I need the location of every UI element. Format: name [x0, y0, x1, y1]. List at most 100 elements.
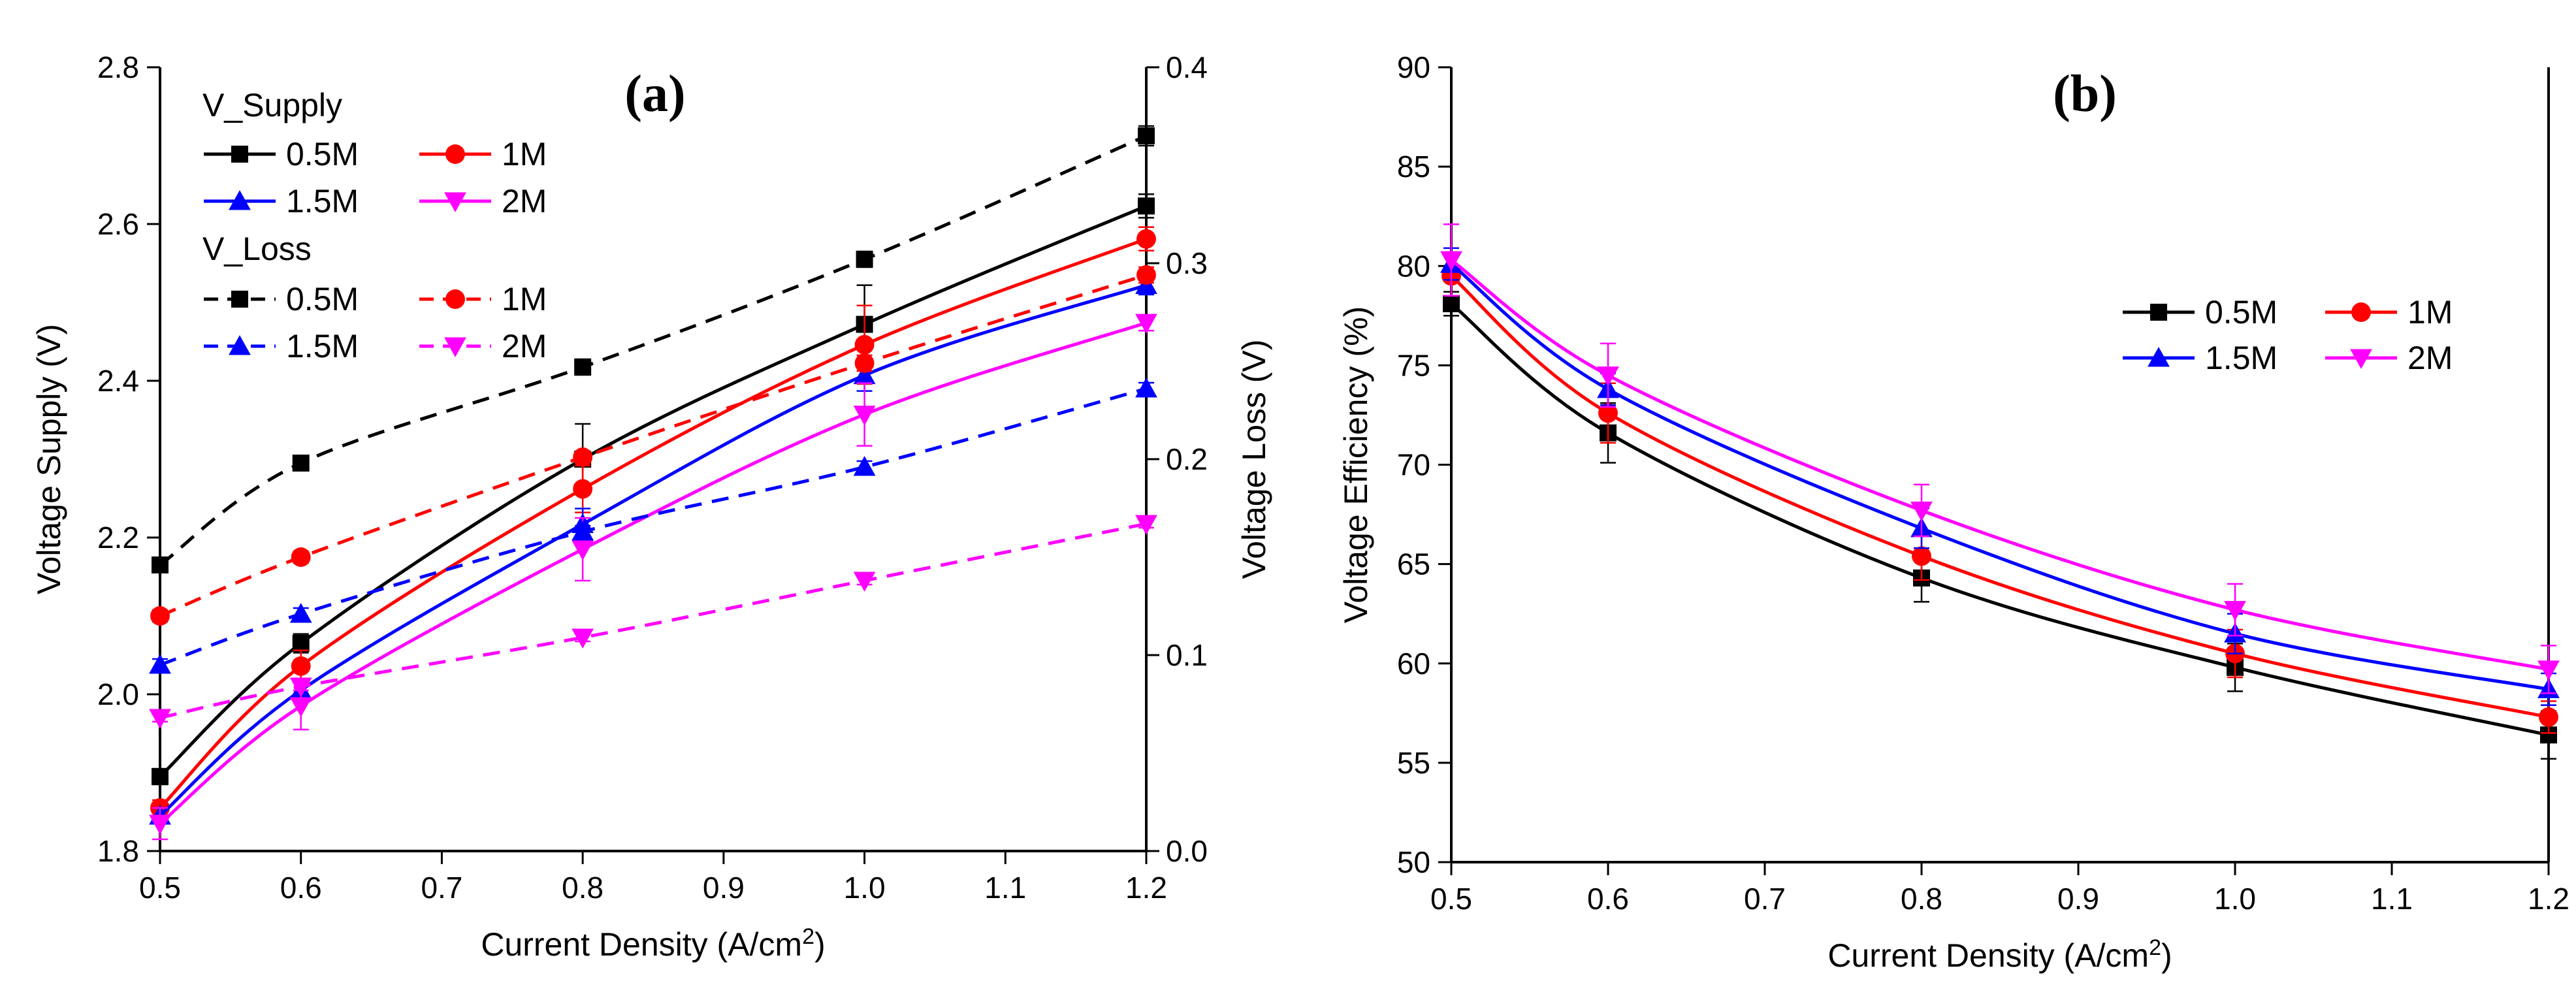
legend-label: 0.5M [286, 281, 359, 317]
x-tick-label: 0.8 [562, 871, 604, 905]
data-point [1135, 314, 1157, 334]
x-axis-label-end: ) [814, 926, 826, 963]
data-point [152, 768, 169, 785]
x-axis-label: Current Density (A/cm2) [1827, 935, 2172, 974]
x-tick-label: 0.5 [139, 871, 181, 905]
series-line [1450, 259, 2549, 671]
legend-label: 1M [502, 136, 547, 172]
y2-tick-label: 0.3 [1166, 246, 1208, 280]
legend-label: 0.5M [2205, 294, 2278, 330]
data-point [853, 571, 876, 592]
y-tick-label: 90 [1397, 50, 1430, 84]
y2-tick-label: 0.0 [1166, 834, 1208, 868]
x-tick-label: 1.0 [2214, 882, 2256, 916]
data-point [1598, 403, 1618, 423]
y-tick-label: 50 [1397, 845, 1430, 879]
x-axis-label: Current Density (A/cm2) [481, 924, 825, 963]
x-tick-label: 1.2 [1125, 871, 1167, 905]
data-point [856, 251, 873, 268]
series-line [1450, 263, 2549, 691]
legend-marker [2150, 304, 2167, 321]
data-point [1136, 229, 1156, 249]
chart-b: 0.5 0.6 0.7 0.8 0.9 1.0 1.1 1.2 50 55 60 65 70 75 80 85… [1338, 50, 2569, 974]
data-point [2224, 601, 2246, 621]
data-point [149, 814, 171, 835]
x-tick-label: 0.6 [280, 871, 322, 905]
y-tick-label: 2.6 [97, 207, 139, 241]
y-tick-label: 75 [1397, 348, 1430, 382]
data-point [1135, 378, 1157, 398]
data-point [573, 479, 593, 499]
legend-label: 1M [2407, 294, 2453, 330]
data-point [572, 628, 594, 649]
data-point [574, 359, 592, 376]
data-point [2539, 707, 2558, 727]
data-point [149, 654, 171, 674]
data-point [1443, 295, 1460, 313]
legend-marker [2351, 302, 2371, 322]
legend-label: 0.5M [286, 136, 359, 172]
data-point [291, 656, 311, 676]
y-tick-label: 1.8 [97, 834, 139, 868]
legend: 0.5M 1M 1.5M 2M [2123, 294, 2453, 376]
x-tick-label: 0.9 [2057, 882, 2099, 916]
y-tick-label: 2.0 [97, 677, 139, 711]
x-tick-label: 0.7 [1744, 882, 1786, 916]
data-point [1910, 501, 1933, 522]
series-line [1450, 302, 2549, 737]
data-point [1440, 251, 1462, 272]
data-point [152, 556, 169, 573]
data-point [289, 697, 312, 717]
series-1.5M-V_Loss [149, 378, 1157, 674]
y-axis-label: Voltage Efficiency (%) [1338, 306, 1374, 623]
data-point [289, 677, 312, 698]
y-tick-label: 2.8 [97, 50, 139, 84]
series-line [159, 283, 1147, 817]
panel-label: (b) [2053, 65, 2117, 123]
series-line [159, 273, 1147, 618]
legend-marker [445, 144, 465, 164]
series-line [159, 387, 1147, 667]
y2-tick-label: 0.4 [1166, 50, 1208, 84]
legend-marker [231, 146, 248, 163]
y2-tick-label: 0.1 [1166, 638, 1208, 672]
data-point [1138, 127, 1155, 144]
x-axis-label-end: ) [2161, 937, 2172, 974]
data-point [292, 635, 310, 652]
legend-label: 1.5M [286, 328, 359, 364]
y2-axis-label: Voltage Loss (V) [1236, 340, 1272, 579]
x-tick-label: 0.9 [703, 871, 745, 905]
chart-a: 0.5 0.6 0.7 0.8 0.9 1.0 1.1 1.2 1.8 2.0 2.2 2.4 2.6 2… [31, 50, 1272, 963]
x-axis-label-superscript: 2 [802, 924, 814, 949]
legend-label: 1.5M [2205, 340, 2278, 376]
series-line [159, 237, 1147, 809]
data-point [1912, 546, 1931, 566]
series-1M-V_Loss [150, 265, 1156, 626]
legend: V_Supply 0.5M 1M 1.5M 2M V_Loss 0.5M 1M 1.5M 2M [202, 87, 547, 364]
data-point [289, 603, 312, 623]
data-point [853, 406, 876, 426]
legend-title-supply: V_Supply [202, 87, 342, 123]
y-tick-label: 80 [1397, 249, 1430, 283]
data-point [292, 455, 310, 472]
series-1M-V_Supply [150, 226, 1156, 818]
x-axis-label-text: Current Density (A/cm [481, 926, 802, 963]
data-point [853, 364, 876, 385]
legend-marker [444, 192, 466, 212]
series-0.5M-V_Loss [152, 125, 1155, 573]
legend-label: 2M [502, 328, 547, 364]
y-tick-label: 70 [1397, 448, 1430, 482]
legend-marker [445, 289, 465, 309]
y-tick-label: 60 [1397, 647, 1430, 681]
data-point [853, 456, 876, 476]
legend-marker [2148, 347, 2170, 367]
legend-marker [229, 190, 251, 210]
data-point [573, 447, 593, 467]
legend-marker [229, 335, 251, 355]
x-tick-label: 1.1 [2371, 882, 2413, 916]
x-tick-label: 1.2 [2528, 882, 2569, 916]
data-point [854, 334, 875, 355]
legend-title-loss: V_Loss [202, 231, 312, 267]
